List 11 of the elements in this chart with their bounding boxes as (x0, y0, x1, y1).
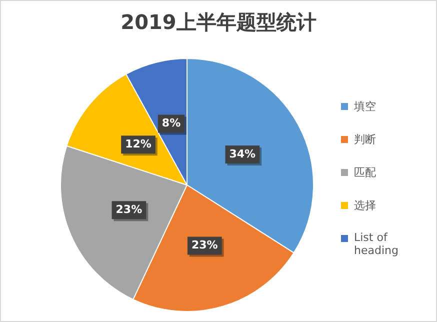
data-label: 12% (125, 138, 152, 151)
legend-label: 匹配 (354, 165, 376, 180)
legend-label: 选择 (354, 198, 376, 213)
legend-label: 判断 (354, 132, 376, 147)
data-label: 34% (229, 147, 256, 160)
legend-label: 填空 (354, 99, 376, 114)
data-label: 23% (116, 202, 142, 216)
chart-title: 2019上半年题型统计 (120, 9, 318, 36)
data-label: 23% (191, 238, 218, 252)
legend-label: List of heading (354, 231, 400, 257)
data-label: 8% (162, 116, 181, 130)
